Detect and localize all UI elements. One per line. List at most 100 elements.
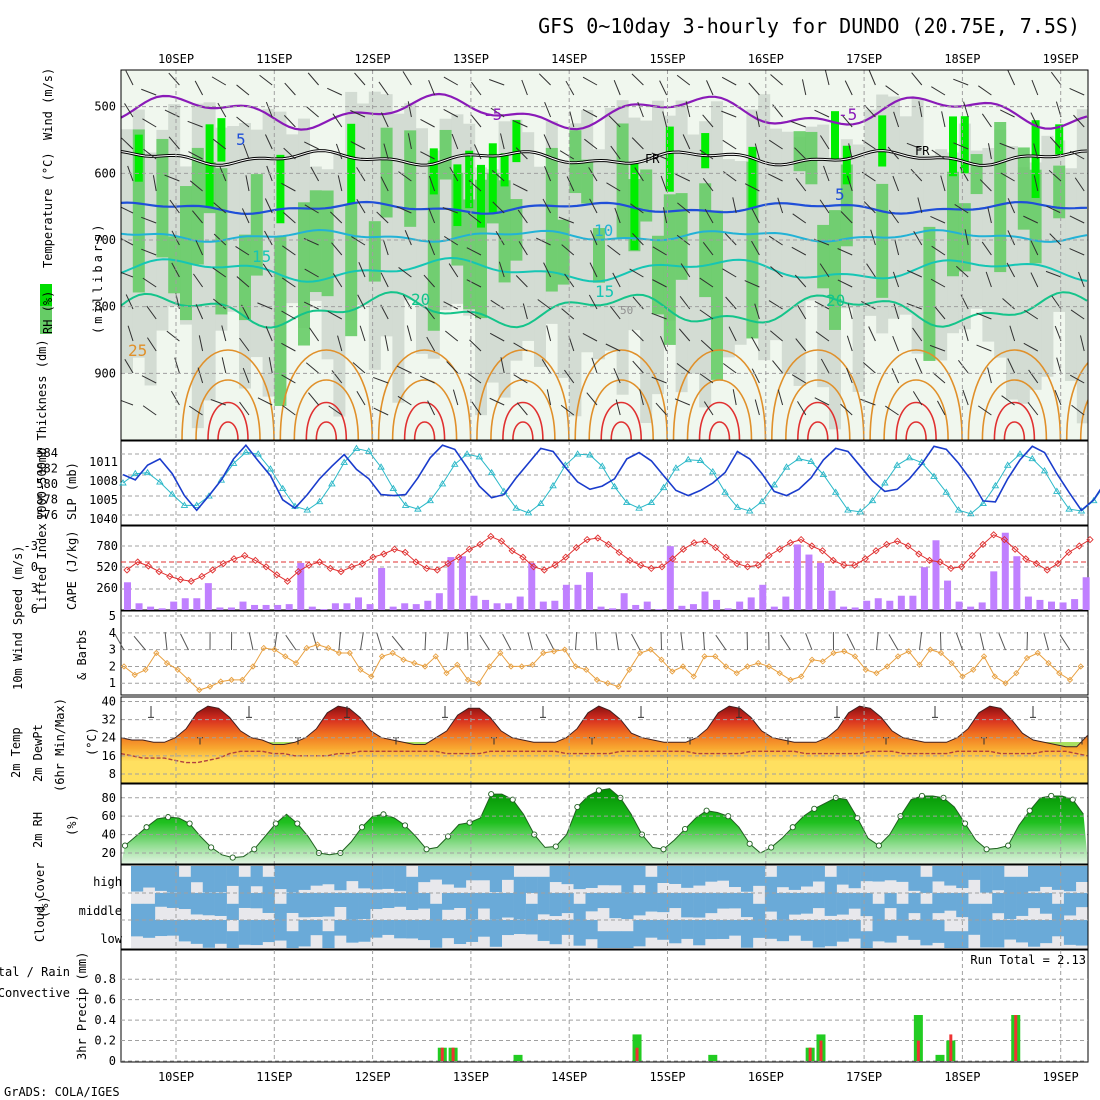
rh-marker bbox=[660, 846, 667, 853]
wind-barb bbox=[257, 397, 273, 406]
isotherm-warm-loop bbox=[377, 349, 472, 440]
wind-barb bbox=[565, 80, 575, 96]
day-label-bottom: 15SEP bbox=[649, 1070, 685, 1084]
thickness-marker bbox=[328, 480, 336, 487]
wind-barb bbox=[382, 239, 389, 256]
wind-barb bbox=[515, 147, 528, 160]
isotherm-warm-loop bbox=[672, 349, 767, 440]
wind-barb bbox=[748, 82, 760, 96]
wind-barb bbox=[189, 405, 203, 416]
wind-tick: 1 bbox=[109, 676, 116, 690]
wind-barb bbox=[262, 263, 273, 278]
thickness-marker bbox=[549, 481, 557, 489]
cloud-cell bbox=[370, 893, 383, 910]
cloud-axis-label: Cloud Cover bbox=[33, 863, 47, 942]
isotherm-warm-loop bbox=[403, 401, 446, 440]
wind-marker bbox=[131, 671, 138, 678]
wind-barb bbox=[308, 392, 319, 406]
li-marker bbox=[455, 553, 463, 561]
cloud-cell bbox=[322, 866, 335, 885]
wind-barb bbox=[614, 207, 621, 224]
wind-barb bbox=[467, 373, 482, 384]
wind-barb bbox=[629, 268, 644, 278]
wind-marker bbox=[905, 648, 912, 655]
rh-cell-mid bbox=[357, 103, 369, 305]
day-label-top: 18SEP bbox=[944, 52, 980, 66]
wind-barb bbox=[194, 80, 204, 96]
wind-barb bbox=[141, 88, 157, 96]
wind-barb bbox=[700, 339, 714, 352]
wind-barb bbox=[559, 150, 575, 160]
rh-cell-mid bbox=[262, 108, 275, 397]
cloud-cell bbox=[597, 866, 610, 886]
wind-barb bbox=[885, 405, 899, 416]
wind-barb bbox=[402, 71, 412, 86]
cape-bar bbox=[562, 584, 570, 610]
rh-marker bbox=[768, 844, 775, 851]
thickness-marker bbox=[512, 504, 520, 511]
cloud-cell bbox=[382, 866, 395, 889]
thickness-marker bbox=[426, 496, 434, 504]
thickness-marker bbox=[795, 454, 803, 462]
cape-bar bbox=[666, 546, 674, 610]
wind-marker bbox=[271, 646, 278, 653]
rh-cell-green bbox=[298, 202, 310, 346]
wind-barb bbox=[166, 330, 180, 342]
wind-barb bbox=[380, 272, 389, 288]
rh-cell-green bbox=[829, 210, 841, 330]
cloud-cell bbox=[896, 920, 909, 936]
precip-frame bbox=[120, 949, 1089, 1063]
cape-bar bbox=[967, 606, 975, 610]
pressure-axis: 500 600 700 800 900 bbox=[94, 100, 116, 381]
rh-cell-bright bbox=[477, 164, 485, 228]
wind-barb bbox=[236, 116, 250, 128]
thickness-marker bbox=[647, 498, 656, 506]
cloud-cell bbox=[214, 866, 227, 893]
wind-marker bbox=[980, 653, 988, 660]
pressure-tick: 800 bbox=[94, 300, 116, 314]
rh-marker bbox=[423, 846, 430, 853]
thickness-marker bbox=[598, 462, 607, 469]
wind-marker bbox=[593, 676, 601, 684]
cloud-cell bbox=[764, 876, 778, 893]
temperature-line bbox=[121, 705, 1088, 748]
wind-marker bbox=[722, 663, 730, 670]
wind-barb bbox=[589, 262, 598, 278]
cloud-cell bbox=[621, 866, 634, 893]
rh-marker bbox=[294, 820, 301, 827]
wind-barb bbox=[335, 143, 343, 160]
precip-conv-bar bbox=[916, 1040, 920, 1061]
wind-barb bbox=[1033, 175, 1039, 192]
wind-barb bbox=[1048, 169, 1062, 182]
surface-barb bbox=[360, 632, 364, 651]
wind-barb bbox=[751, 240, 760, 256]
cape-bar bbox=[482, 599, 490, 610]
day-label-bottom: 16SEP bbox=[748, 1070, 784, 1084]
wind-barb bbox=[397, 395, 412, 406]
wind-marker bbox=[916, 661, 923, 668]
day-label-top: 11SEP bbox=[256, 52, 292, 66]
wind-barb bbox=[284, 115, 296, 128]
wind-barb bbox=[210, 399, 226, 406]
wind-barb bbox=[790, 120, 806, 128]
wind-barb bbox=[754, 143, 760, 160]
isotherm-warm-loop bbox=[1003, 421, 1026, 440]
cape-bar bbox=[331, 603, 339, 610]
wind-barb bbox=[981, 113, 992, 128]
li-marker bbox=[401, 548, 409, 557]
cape-bar bbox=[401, 603, 409, 610]
wind-barb bbox=[451, 133, 459, 150]
wind-barb bbox=[217, 102, 227, 118]
isotherm-warm-loop bbox=[1065, 361, 1088, 440]
wind-marker bbox=[325, 644, 332, 652]
cloud-cell bbox=[717, 866, 730, 881]
rh-marker bbox=[380, 811, 387, 818]
li-marker bbox=[465, 545, 474, 553]
rh-cell-bright bbox=[465, 150, 474, 209]
thickness-marker bbox=[364, 447, 373, 454]
rh-cell-bright bbox=[1031, 120, 1040, 198]
wind-marker bbox=[679, 663, 687, 670]
cloud-cell bbox=[693, 866, 706, 886]
wind-barb bbox=[350, 141, 366, 150]
thickness-marker bbox=[610, 482, 619, 490]
